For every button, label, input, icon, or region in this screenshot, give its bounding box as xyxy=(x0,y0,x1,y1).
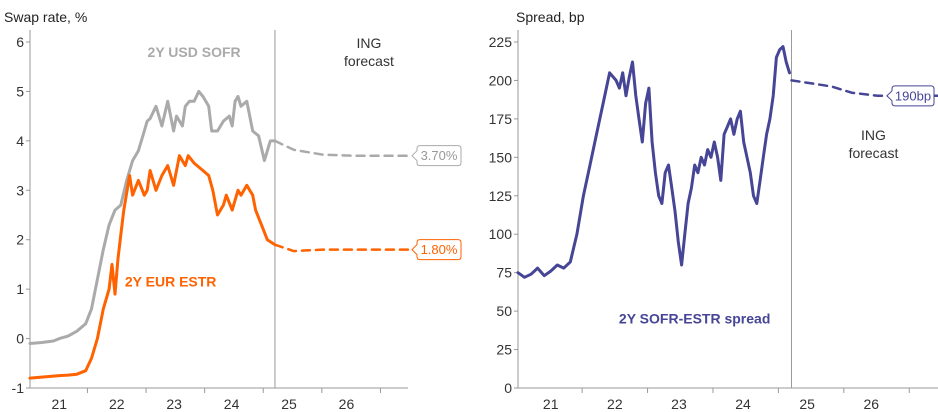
value-callout: 190bp xyxy=(886,85,935,107)
callout-text: 1.80% xyxy=(421,242,458,257)
y-axis-title: Swap rate, % xyxy=(4,9,87,25)
x-tick-label: 25 xyxy=(799,396,815,412)
y-tick-label: 75 xyxy=(496,265,512,281)
y-tick-label: 225 xyxy=(489,34,513,50)
y-tick-label: 125 xyxy=(489,188,513,204)
forecast-label: ING xyxy=(357,35,382,51)
y-tick-label: 2 xyxy=(16,232,24,248)
x-tick-label: 24 xyxy=(735,396,751,412)
x-tick-label: 21 xyxy=(52,396,68,412)
x-tick-label: 23 xyxy=(671,396,687,412)
x-tick-label: 24 xyxy=(224,396,240,412)
callout-box xyxy=(411,145,462,167)
y-tick-label: 25 xyxy=(496,342,512,358)
y-tick-label: 6 xyxy=(16,34,24,50)
series-line-2y-eur-estr-forecast xyxy=(273,243,410,253)
x-tick-label: 23 xyxy=(166,396,182,412)
forecast-label: forecast xyxy=(849,145,899,161)
x-tick-label: 22 xyxy=(607,396,623,412)
y-tick-label: 0 xyxy=(16,331,24,347)
y-axis-title: Spread, bp xyxy=(516,9,585,25)
spread-chart: Spread, bp 0 25 50 75 100 125 150 175 200 225 21 22 2… xyxy=(489,9,938,412)
y-tick-label: 100 xyxy=(489,226,513,242)
x-tick-label: 25 xyxy=(281,396,297,412)
callout-box xyxy=(886,85,935,107)
series-label: 2Y USD SOFR xyxy=(148,44,241,60)
x-tick-label: 26 xyxy=(864,396,880,412)
y-tick-label: 175 xyxy=(489,111,513,127)
y-tick-label: 4 xyxy=(16,133,24,149)
forecast-label: forecast xyxy=(344,53,394,69)
y-tick-label: 0 xyxy=(504,380,512,396)
callout-text: 190bp xyxy=(895,88,931,103)
y-tick-label: -1 xyxy=(12,380,25,396)
series-line-2y-eur-estr xyxy=(28,154,277,380)
series-line-2y-sofr-estr-spread xyxy=(516,45,791,279)
y-tick-label: 1 xyxy=(16,281,24,297)
y-tick-label: 5 xyxy=(16,83,24,99)
y-tick-label: 150 xyxy=(489,149,513,165)
x-tick-label: 22 xyxy=(109,396,125,412)
value-callout: 3.70% xyxy=(411,145,462,167)
callout-box xyxy=(411,239,462,261)
y-tick-label: 3 xyxy=(16,182,24,198)
forecast-label: ING xyxy=(861,127,886,143)
x-tick-label: 26 xyxy=(339,396,355,412)
y-tick-label: 200 xyxy=(489,72,513,88)
series-line-2y-usd-sofr-forecast xyxy=(273,139,410,157)
series-label: 2Y SOFR-ESTR spread xyxy=(619,310,770,326)
series-label: 2Y EUR ESTR xyxy=(125,274,217,290)
y-tick-label: 50 xyxy=(496,303,512,319)
x-tick-label: 21 xyxy=(543,396,559,412)
series-line-2y-usd-sofr xyxy=(28,89,277,345)
value-callout: 1.80% xyxy=(411,239,462,261)
callout-text: 3.70% xyxy=(421,148,458,163)
